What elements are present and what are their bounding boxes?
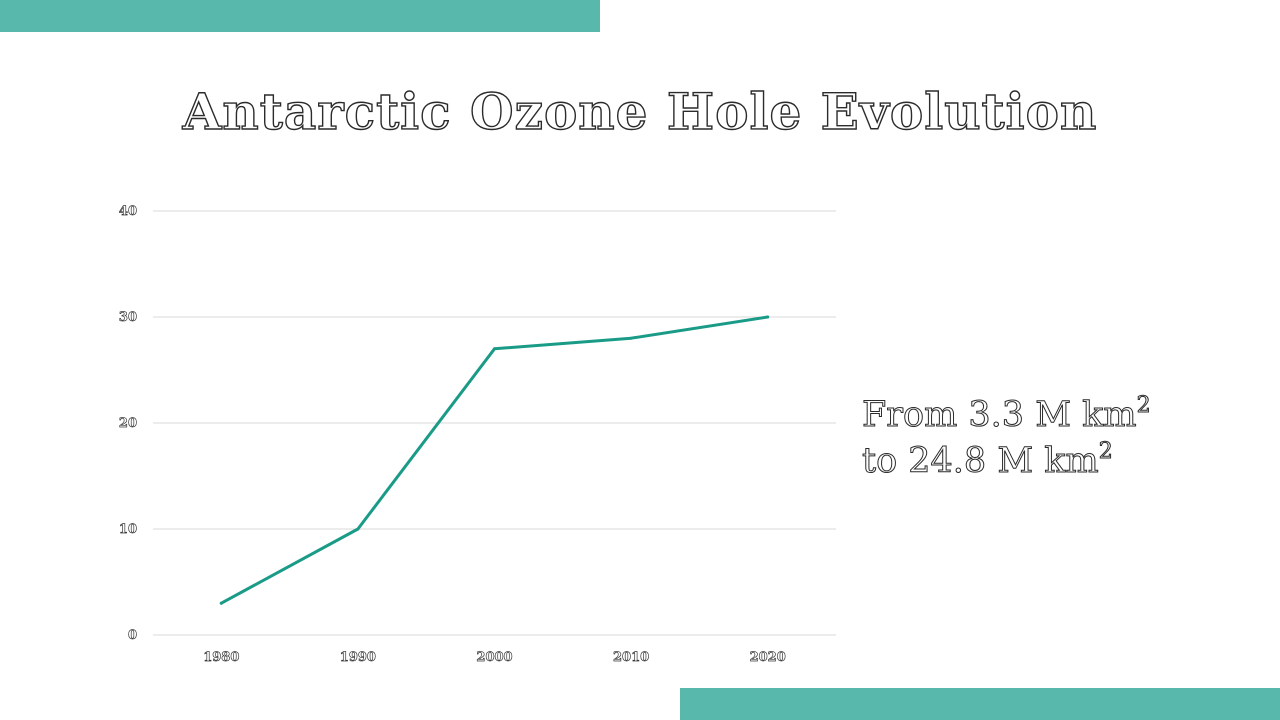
top-accent-bar: [0, 0, 600, 32]
note-line-1: From 3.3 M km2: [862, 392, 1152, 438]
note-line-1-superscript: 2: [1136, 393, 1151, 418]
y-tick-label-0: 0: [128, 628, 137, 643]
data-point-2000: [493, 347, 496, 351]
series-line-0: [219, 315, 770, 605]
data-point-2020: [766, 315, 770, 319]
data-point-2010: [629, 336, 633, 340]
x-tick-label-2020: 2020: [750, 650, 786, 665]
note-line-2-superscript: 2: [1098, 439, 1113, 464]
y-tick-label-40: 40: [119, 204, 137, 219]
x-tick-label-2010: 2010: [613, 650, 649, 665]
x-tick-label-2000: 2000: [476, 650, 512, 665]
note-line-2: to 24.8 M km2: [862, 438, 1151, 484]
data-point-1990: [356, 527, 360, 531]
x-tick-label-1990: 1990: [340, 650, 376, 665]
y-tick-label-20: 20: [119, 416, 137, 431]
note-line-2-text: to 24.8 M km: [862, 441, 1100, 482]
note-line-1-text: From 3.3 M km: [862, 395, 1138, 436]
ozone-area-note: From 3.3 M km2 to 24.8 M km2: [862, 392, 1152, 484]
bottom-accent-bar: [680, 688, 1280, 720]
slide-title: Antarctic Ozone Hole Evolution: [182, 81, 1098, 141]
data-point-1980: [219, 601, 223, 605]
y-tick-label-30: 30: [119, 310, 137, 325]
x-tick-label-1980: 1980: [203, 650, 239, 665]
y-tick-label-10: 10: [119, 522, 137, 537]
